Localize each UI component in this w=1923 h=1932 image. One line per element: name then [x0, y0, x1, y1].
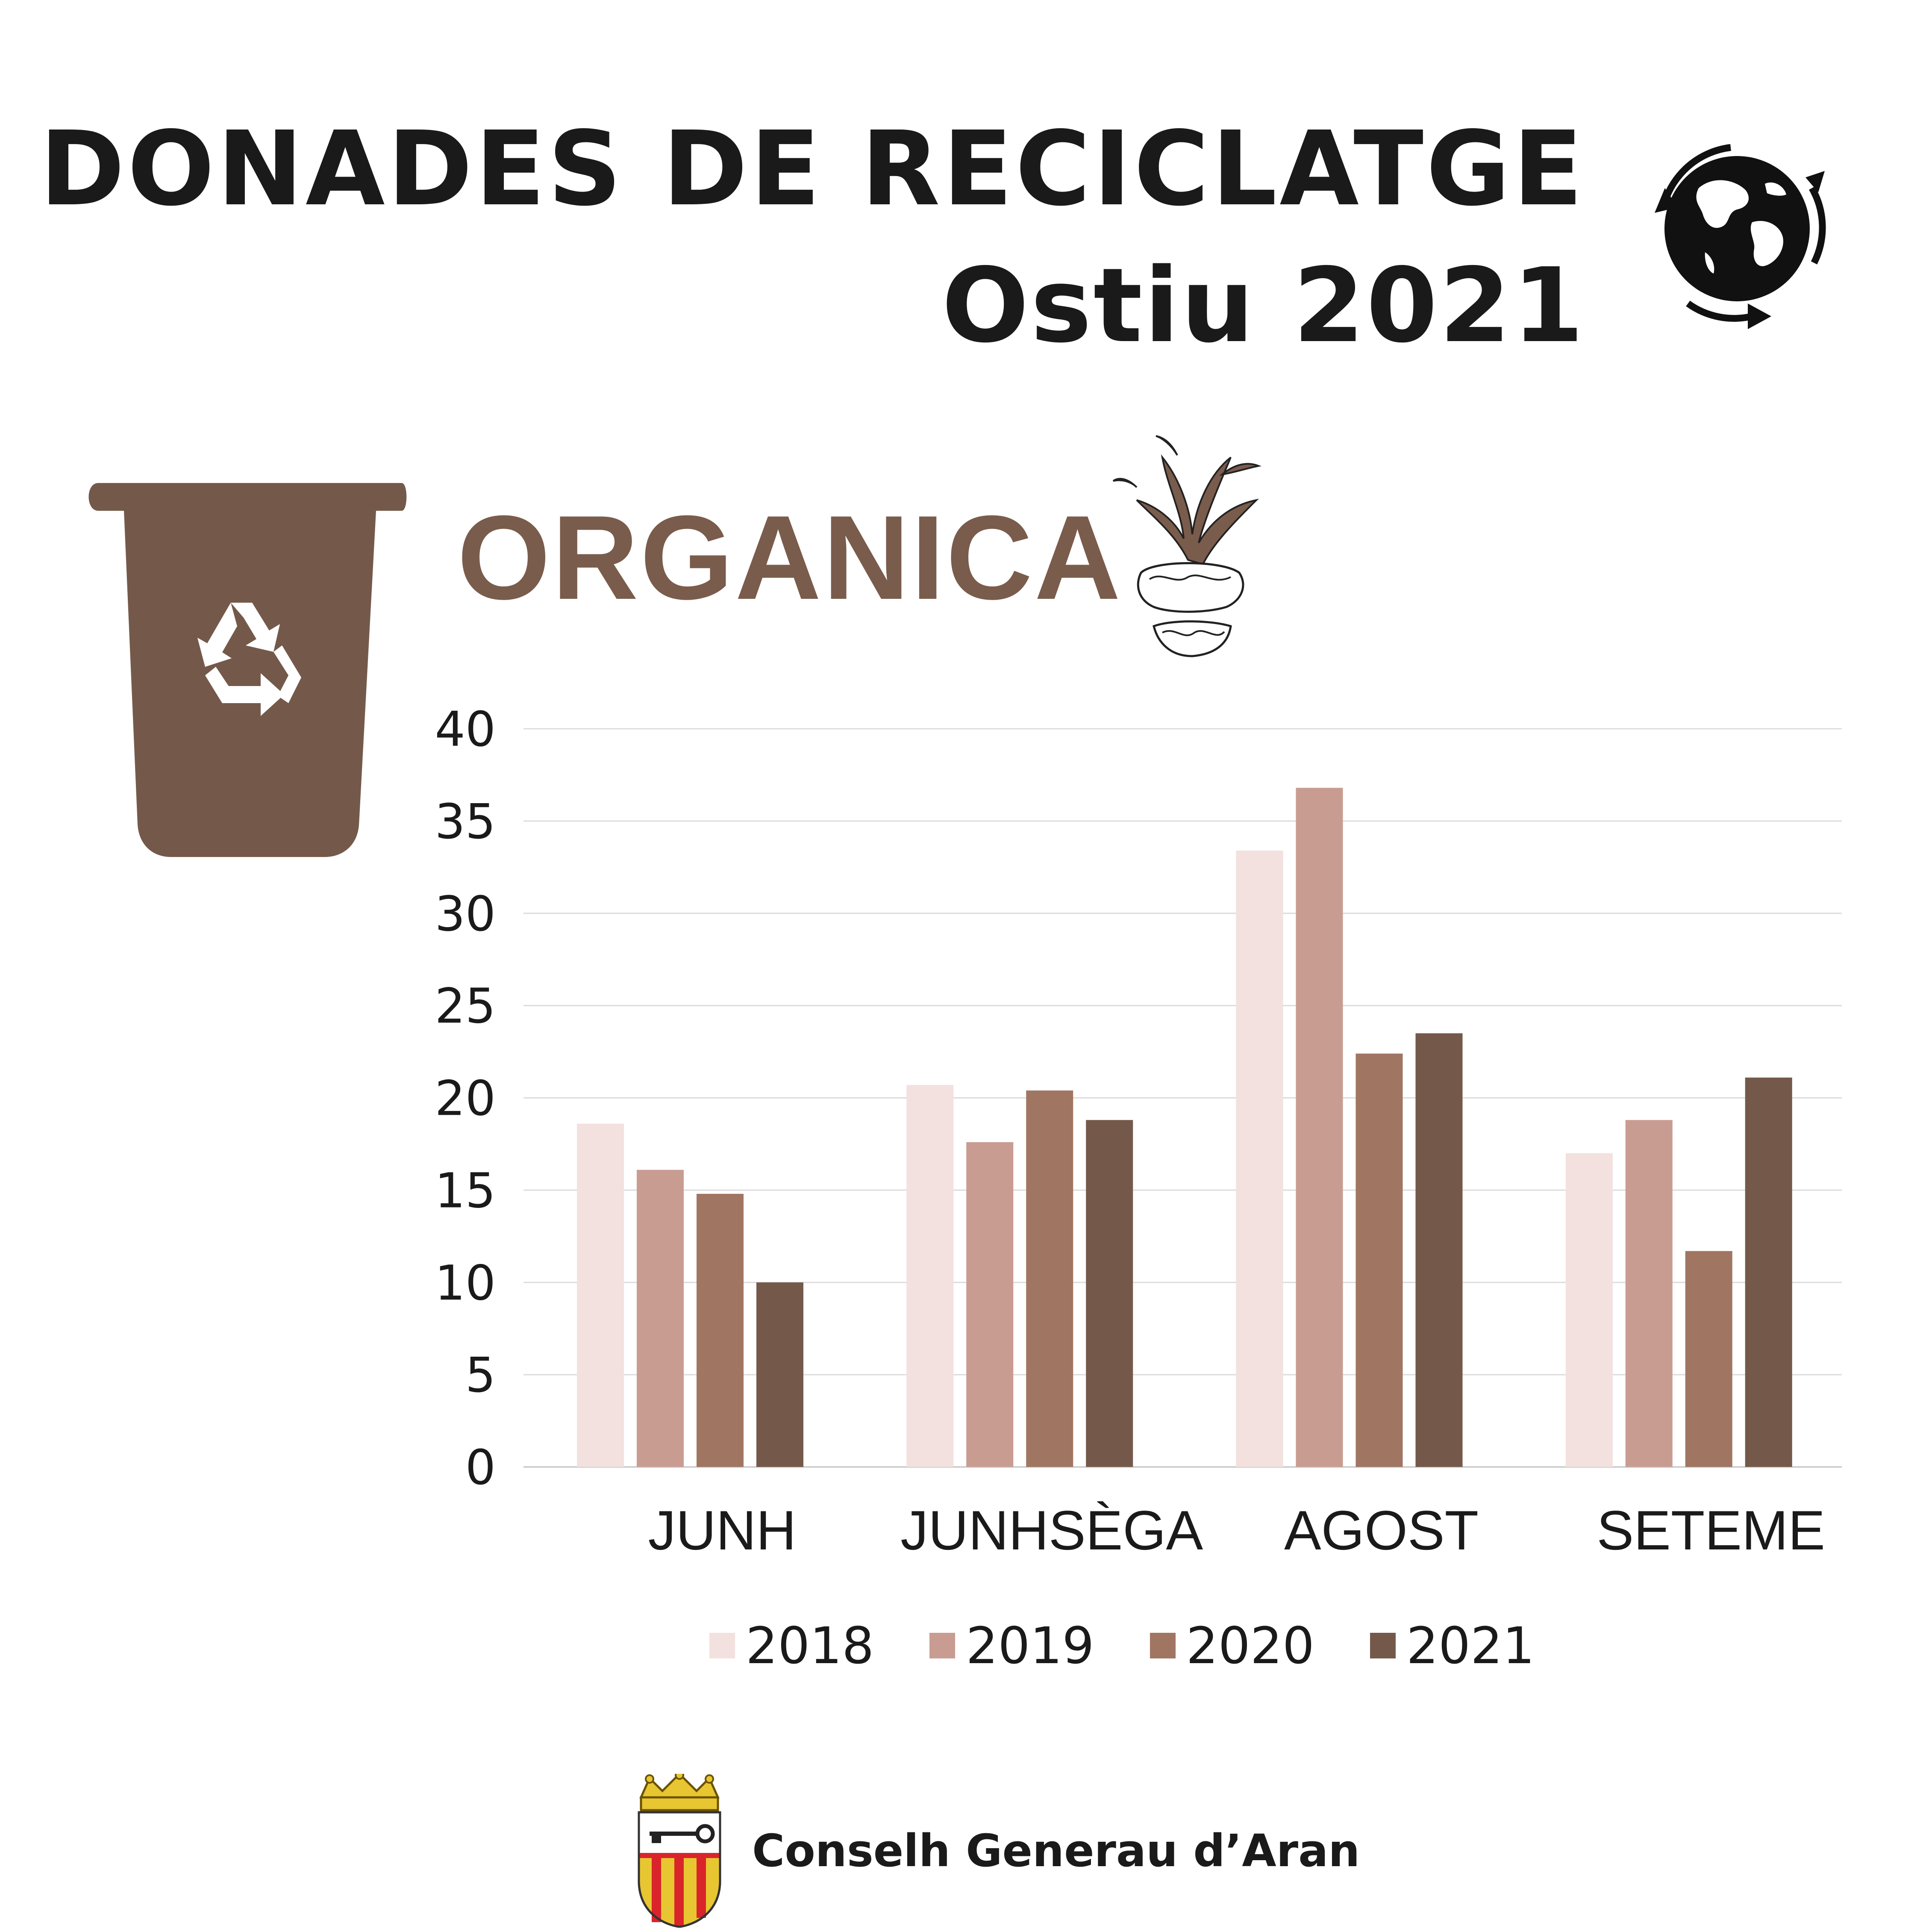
x-tick-label: JUNH — [648, 1499, 797, 1561]
category-title: ORGANICA — [457, 491, 1123, 624]
organic-bin-icon — [88, 483, 407, 857]
y-tick-label: 20 — [435, 1071, 496, 1127]
legend-swatch — [929, 1633, 956, 1658]
bar-2020-2 — [1356, 1053, 1403, 1467]
y-tick-label: 35 — [435, 794, 496, 850]
y-tick-label: 5 — [465, 1348, 496, 1403]
y-tick-label: 40 — [435, 702, 496, 757]
legend-item-2019: 2019 — [929, 1616, 1094, 1675]
legend-swatch — [709, 1633, 735, 1658]
y-tick-label: 30 — [435, 886, 496, 942]
legend-item-2021: 2021 — [1370, 1616, 1535, 1675]
bar-2021-0 — [756, 1282, 803, 1467]
recycle-globe-icon — [1655, 144, 1826, 329]
x-tick-label: JUNHSÈGA — [900, 1499, 1203, 1561]
page-title: DONADES DE RECICLATGE — [39, 109, 1585, 229]
bar-2018-0 — [577, 1123, 624, 1467]
x-tick-label: SETEME — [1597, 1499, 1825, 1561]
bar-2018-2 — [1236, 850, 1283, 1467]
legend-item-2020: 2020 — [1150, 1616, 1314, 1675]
legend-swatch — [1150, 1633, 1176, 1658]
pineapple-icon — [1112, 435, 1261, 657]
page-subtitle: Ostiu 2021 — [941, 246, 1585, 365]
bar-2019-3 — [1625, 1120, 1673, 1467]
y-tick-label: 10 — [435, 1255, 496, 1311]
y-tick-label: 25 — [435, 979, 496, 1034]
bar-2021-2 — [1415, 1033, 1463, 1467]
bar-2020-0 — [697, 1194, 744, 1467]
legend-swatch — [1370, 1633, 1396, 1658]
bar-2021-3 — [1745, 1078, 1792, 1467]
legend-item-2018: 2018 — [709, 1616, 874, 1675]
bar-2018-1 — [906, 1085, 954, 1467]
legend-label: 2020 — [1186, 1616, 1314, 1675]
bar-2018-3 — [1565, 1153, 1613, 1467]
recycle-symbol-icon — [197, 603, 301, 716]
organization-name: Conselh Generau d’Aran — [752, 1825, 1360, 1877]
bar-2019-2 — [1296, 788, 1343, 1467]
bar-2019-0 — [637, 1169, 684, 1467]
y-tick-label: 15 — [435, 1163, 496, 1219]
bar-2019-1 — [966, 1142, 1014, 1467]
x-tick-label: AGOST — [1284, 1499, 1479, 1561]
bar-2021-1 — [1086, 1120, 1133, 1467]
legend-label: 2021 — [1406, 1616, 1535, 1675]
chart-legend: 2018 2019 2020 2021 — [709, 1616, 1535, 1676]
bar-2020-3 — [1685, 1251, 1732, 1467]
legend-label: 2019 — [966, 1616, 1094, 1675]
y-tick-label: 0 — [465, 1440, 496, 1496]
bar-2020-1 — [1026, 1090, 1073, 1467]
legend-label: 2018 — [746, 1616, 874, 1675]
footer: Conselh Generau d’Aran — [632, 1770, 1360, 1932]
aran-coat-of-arms-icon — [638, 1774, 721, 1928]
